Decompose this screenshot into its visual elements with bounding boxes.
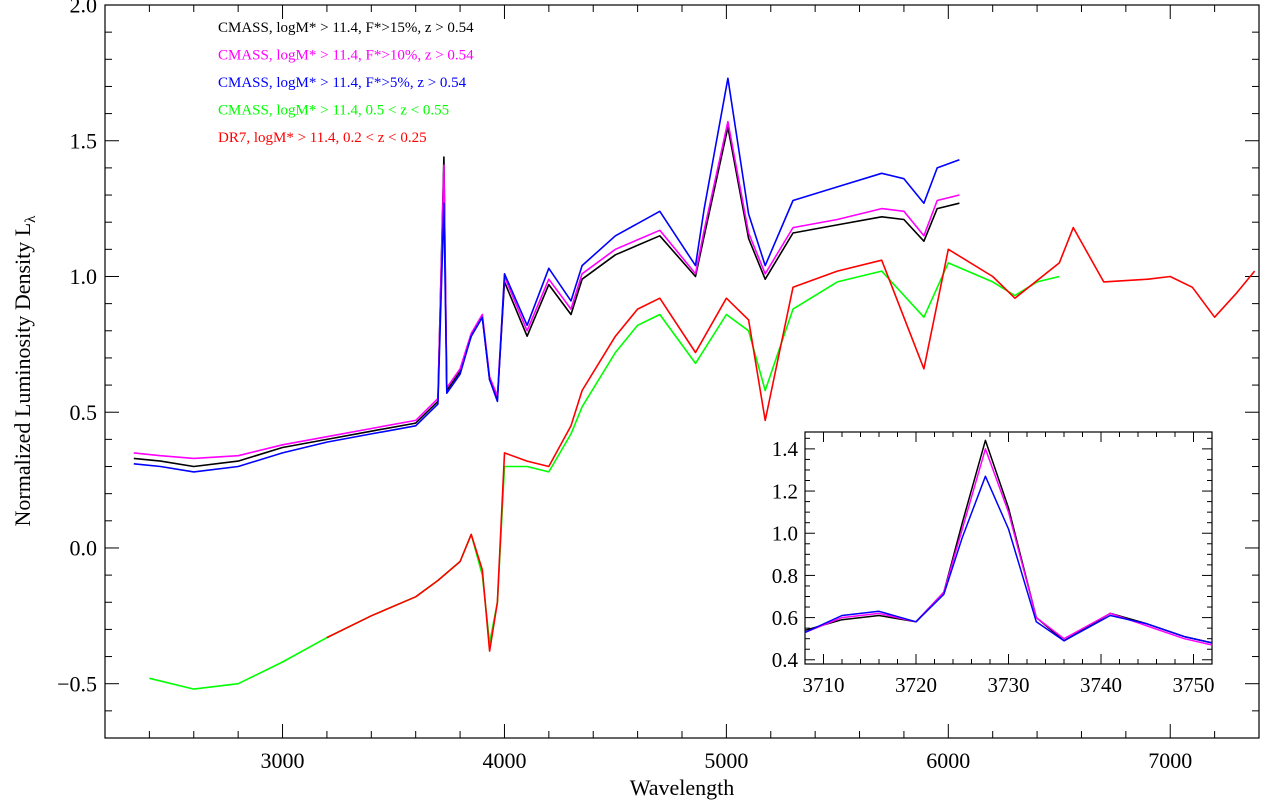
series-line-2	[133, 120, 960, 460]
x-tick-label: 3000	[261, 748, 305, 773]
y-tick-label: 1.2	[772, 479, 798, 503]
x-tick-label: 3750	[1173, 673, 1215, 697]
x-tick-label: 4000	[482, 748, 526, 773]
x-tick-label: 3720	[895, 673, 937, 697]
legend-entry: CMASS, logM* > 11.4, F*>5%, z > 0.54	[218, 75, 467, 91]
y-tick-label: 0.5	[70, 400, 98, 425]
y-axis-label: Normalized Luminosity Density Lλ	[10, 215, 39, 527]
x-tick-label: 7000	[1148, 748, 1192, 773]
main-series-group	[133, 77, 1256, 690]
y-tick-label: 1.0	[772, 522, 798, 546]
legend-entry: CMASS, logM* > 11.4, F*>10%, z > 0.54	[218, 48, 474, 64]
y-tick-label: −0.5	[57, 671, 97, 696]
y-tick-label: 2.0	[70, 0, 98, 18]
inset-axis-ticks: 3710 3720 3730 3740 3750 0.4 0.6 0.8 1.0 1.2 1.4	[772, 432, 1215, 697]
series-line-3	[804, 475, 1213, 644]
main-axis-ticks: 3000 4000 5000 6000 7000 −0.5 0.0 0.5 1.0 1.5 2.0	[57, 0, 1260, 773]
y-tick-label: 1.5	[70, 128, 98, 153]
x-tick-label: 3740	[1080, 673, 1122, 697]
series-line-5	[326, 226, 1256, 652]
legend-entry: CMASS, logM* > 11.4, F*>15%, z > 0.54	[218, 20, 474, 36]
y-tick-label: 1.4	[772, 437, 799, 461]
y-tick-label: 0.6	[772, 606, 798, 630]
legend-entry: DR7, logM* > 11.4, 0.2 < z < 0.25	[218, 130, 427, 146]
inset-plot-frame	[804, 431, 1213, 665]
y-tick-label: 0.8	[772, 564, 798, 588]
series-line-3	[133, 77, 960, 473]
y-tick-label: 0.0	[70, 536, 98, 561]
x-tick-label: 3730	[988, 673, 1030, 697]
y-axis-label-main: Normalized Luminosity Density L	[10, 223, 35, 527]
series-line-1	[133, 126, 960, 468]
y-axis-label-subscript: λ	[23, 215, 39, 223]
main-plot-area: 3000 4000 5000 6000 7000−0.50.00.51.01.52.0 …	[10, 0, 1260, 800]
series-line-2	[804, 448, 1213, 646]
legend-entry: CMASS, logM* > 11.4, 0.5 < z < 0.55	[218, 103, 449, 119]
inset-plot: 3710 3720 3730 3740 3750 0.4 0.6 0.8 1.0 1.2 1.4	[772, 431, 1215, 697]
x-tick-label: 5000	[704, 748, 748, 773]
x-axis-label: Wavelength	[630, 775, 735, 800]
x-tick-label: 6000	[926, 748, 970, 773]
y-tick-label: 1.0	[70, 264, 98, 289]
main-legend: CMASS, logM* > 11.4, F*>15%, z > 0.54 CMA…	[218, 20, 474, 146]
y-tick-label: 0.4	[772, 648, 799, 672]
x-tick-label: 3710	[803, 673, 845, 697]
inset-series-group	[804, 439, 1213, 646]
